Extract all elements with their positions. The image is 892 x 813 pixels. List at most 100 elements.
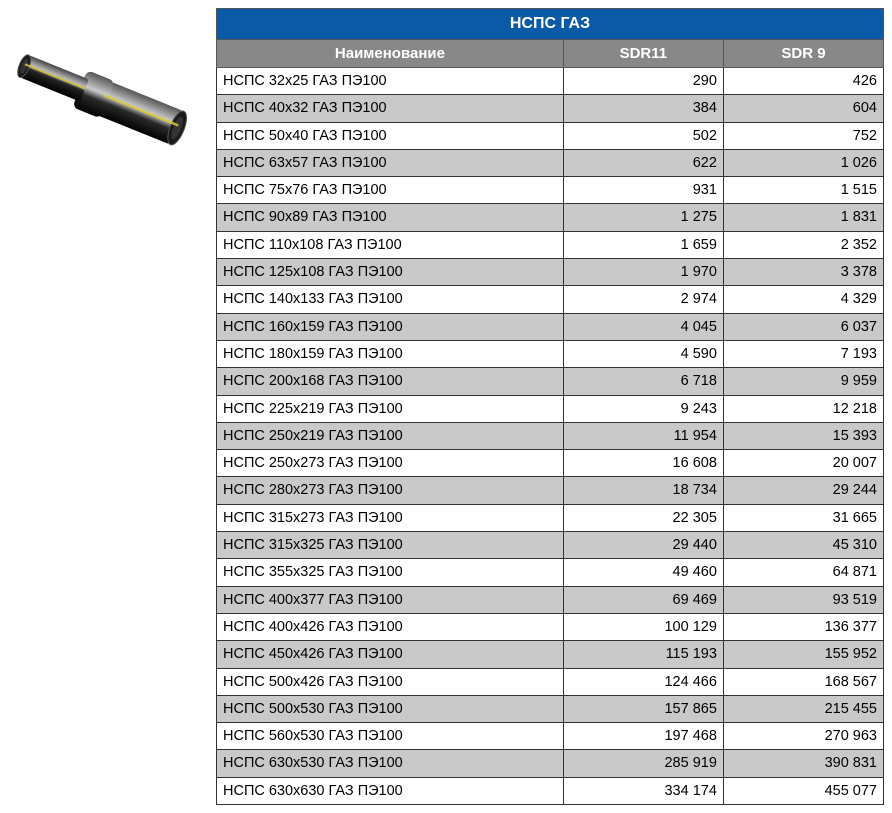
price-table: НСПС ГАЗ Наименование SDR11 SDR 9 НСПС 3… [216, 8, 884, 805]
cell-sdr11: 4 590 [563, 340, 723, 367]
cell-name: НСПС 110х108 ГАЗ ПЭ100 [217, 231, 564, 258]
cell-sdr9: 45 310 [723, 532, 883, 559]
cell-sdr11: 6 718 [563, 368, 723, 395]
cell-sdr11: 622 [563, 149, 723, 176]
col-header-sdr9: SDR 9 [723, 40, 883, 68]
table-title: НСПС ГАЗ [217, 9, 884, 40]
cell-sdr11: 124 466 [563, 668, 723, 695]
cell-name: НСПС 355х325 ГАЗ ПЭ100 [217, 559, 564, 586]
cell-sdr11: 115 193 [563, 641, 723, 668]
cell-sdr9: 604 [723, 95, 883, 122]
table-row: НСПС 110х108 ГАЗ ПЭ1001 6592 352 [217, 231, 884, 258]
cell-sdr9: 9 959 [723, 368, 883, 395]
cell-sdr11: 502 [563, 122, 723, 149]
cell-sdr11: 4 045 [563, 313, 723, 340]
cell-sdr11: 9 243 [563, 395, 723, 422]
cell-name: НСПС 450х426 ГАЗ ПЭ100 [217, 641, 564, 668]
table-row: НСПС 225х219 ГАЗ ПЭ1009 24312 218 [217, 395, 884, 422]
cell-name: НСПС 180х159 ГАЗ ПЭ100 [217, 340, 564, 367]
cell-sdr11: 16 608 [563, 450, 723, 477]
cell-sdr11: 49 460 [563, 559, 723, 586]
cell-sdr11: 931 [563, 177, 723, 204]
cell-name: НСПС 40х32 ГАЗ ПЭ100 [217, 95, 564, 122]
cell-name: НСПС 160х159 ГАЗ ПЭ100 [217, 313, 564, 340]
cell-sdr9: 6 037 [723, 313, 883, 340]
cell-sdr11: 157 865 [563, 695, 723, 722]
table-row: НСПС 630х630 ГАЗ ПЭ100334 174455 077 [217, 777, 884, 804]
cell-sdr11: 197 468 [563, 723, 723, 750]
col-header-name: Наименование [217, 40, 564, 68]
cell-sdr11: 290 [563, 68, 723, 95]
table-row: НСПС 40х32 ГАЗ ПЭ100384604 [217, 95, 884, 122]
cell-sdr11: 1 275 [563, 204, 723, 231]
cell-sdr9: 15 393 [723, 422, 883, 449]
table-row: НСПС 140х133 ГАЗ ПЭ1002 9744 329 [217, 286, 884, 313]
col-header-sdr11: SDR11 [563, 40, 723, 68]
cell-sdr9: 1 831 [723, 204, 883, 231]
table-row: НСПС 630х530 ГАЗ ПЭ100285 919390 831 [217, 750, 884, 777]
cell-sdr9: 426 [723, 68, 883, 95]
cell-name: НСПС 32х25 ГАЗ ПЭ100 [217, 68, 564, 95]
cell-sdr11: 100 129 [563, 613, 723, 640]
cell-sdr9: 29 244 [723, 477, 883, 504]
cell-name: НСПС 140х133 ГАЗ ПЭ100 [217, 286, 564, 313]
table-row: НСПС 200х168 ГАЗ ПЭ1006 7189 959 [217, 368, 884, 395]
cell-name: НСПС 315х273 ГАЗ ПЭ100 [217, 504, 564, 531]
cell-sdr9: 93 519 [723, 586, 883, 613]
cell-sdr9: 215 455 [723, 695, 883, 722]
product-image [8, 28, 198, 168]
table-row: НСПС 355х325 ГАЗ ПЭ10049 46064 871 [217, 559, 884, 586]
cell-name: НСПС 50х40 ГАЗ ПЭ100 [217, 122, 564, 149]
table-row: НСПС 500х530 ГАЗ ПЭ100157 865215 455 [217, 695, 884, 722]
cell-name: НСПС 280х273 ГАЗ ПЭ100 [217, 477, 564, 504]
table-row: НСПС 63х57 ГАЗ ПЭ1006221 026 [217, 149, 884, 176]
cell-sdr9: 136 377 [723, 613, 883, 640]
table-row: НСПС 500х426 ГАЗ ПЭ100124 466168 567 [217, 668, 884, 695]
table-row: НСПС 125х108 ГАЗ ПЭ1001 9703 378 [217, 259, 884, 286]
cell-sdr9: 2 352 [723, 231, 883, 258]
cell-sdr11: 69 469 [563, 586, 723, 613]
cell-name: НСПС 315х325 ГАЗ ПЭ100 [217, 532, 564, 559]
cell-sdr9: 1 026 [723, 149, 883, 176]
cell-sdr9: 390 831 [723, 750, 883, 777]
cell-sdr9: 12 218 [723, 395, 883, 422]
cell-sdr9: 3 378 [723, 259, 883, 286]
cell-sdr9: 270 963 [723, 723, 883, 750]
table-row: НСПС 250х273 ГАЗ ПЭ10016 60820 007 [217, 450, 884, 477]
table-row: НСПС 90х89 ГАЗ ПЭ1001 2751 831 [217, 204, 884, 231]
cell-sdr9: 20 007 [723, 450, 883, 477]
cell-name: НСПС 250х219 ГАЗ ПЭ100 [217, 422, 564, 449]
cell-sdr9: 4 329 [723, 286, 883, 313]
cell-sdr9: 455 077 [723, 777, 883, 804]
table-row: НСПС 400х377 ГАЗ ПЭ10069 46993 519 [217, 586, 884, 613]
table-row: НСПС 450х426 ГАЗ ПЭ100115 193155 952 [217, 641, 884, 668]
cell-sdr9: 7 193 [723, 340, 883, 367]
table-row: НСПС 400х426 ГАЗ ПЭ100100 129136 377 [217, 613, 884, 640]
cell-name: НСПС 225х219 ГАЗ ПЭ100 [217, 395, 564, 422]
cell-sdr11: 1 659 [563, 231, 723, 258]
table-row: НСПС 560х530 ГАЗ ПЭ100197 468270 963 [217, 723, 884, 750]
table-row: НСПС 280х273 ГАЗ ПЭ10018 73429 244 [217, 477, 884, 504]
cell-sdr11: 22 305 [563, 504, 723, 531]
cell-sdr9: 31 665 [723, 504, 883, 531]
cell-sdr11: 2 974 [563, 286, 723, 313]
cell-sdr9: 752 [723, 122, 883, 149]
table-row: НСПС 50х40 ГАЗ ПЭ100502752 [217, 122, 884, 149]
table-row: НСПС 32х25 ГАЗ ПЭ100290426 [217, 68, 884, 95]
cell-name: НСПС 500х530 ГАЗ ПЭ100 [217, 695, 564, 722]
cell-name: НСПС 250х273 ГАЗ ПЭ100 [217, 450, 564, 477]
cell-name: НСПС 75х76 ГАЗ ПЭ100 [217, 177, 564, 204]
table-row: НСПС 75х76 ГАЗ ПЭ1009311 515 [217, 177, 884, 204]
cell-name: НСПС 630х530 ГАЗ ПЭ100 [217, 750, 564, 777]
cell-name: НСПС 63х57 ГАЗ ПЭ100 [217, 149, 564, 176]
cell-sdr9: 64 871 [723, 559, 883, 586]
table-row: НСПС 250х219 ГАЗ ПЭ10011 95415 393 [217, 422, 884, 449]
cell-sdr11: 334 174 [563, 777, 723, 804]
cell-name: НСПС 90х89 ГАЗ ПЭ100 [217, 204, 564, 231]
cell-sdr11: 11 954 [563, 422, 723, 449]
cell-sdr11: 1 970 [563, 259, 723, 286]
cell-name: НСПС 500х426 ГАЗ ПЭ100 [217, 668, 564, 695]
table-row: НСПС 160х159 ГАЗ ПЭ1004 0456 037 [217, 313, 884, 340]
cell-name: НСПС 630х630 ГАЗ ПЭ100 [217, 777, 564, 804]
cell-sdr11: 384 [563, 95, 723, 122]
